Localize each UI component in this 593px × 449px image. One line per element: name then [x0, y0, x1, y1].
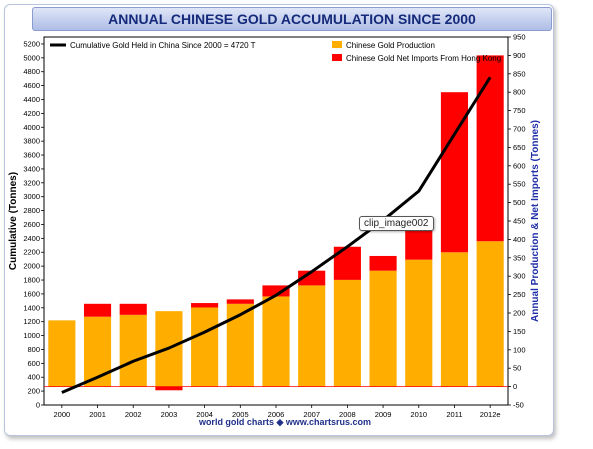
production-bar [48, 320, 76, 387]
y-tick-label: 2600 [23, 220, 40, 229]
legend-swatch-imports [332, 54, 342, 61]
production-bar [119, 314, 147, 387]
legend-label-production: Chinese Gold Production [346, 41, 435, 50]
production-bar [405, 259, 433, 387]
y-tick-label: 3200 [23, 178, 40, 187]
x-tick-label: 2005 [232, 410, 249, 419]
y2-tick-label: 650 [513, 143, 526, 152]
imports-bar [476, 55, 504, 242]
y-tick-label: 4800 [23, 67, 40, 76]
legend-swatch-production [332, 41, 342, 48]
y2-tick-label: 50 [513, 364, 521, 373]
y-tick-label: 4600 [23, 81, 40, 90]
y-tick-label: 5000 [23, 53, 40, 62]
chart-credit: world gold charts ◆ www.chartsrus.com [198, 417, 372, 427]
legend-label-cumulative: Cumulative Gold Held in China Since 2000… [70, 41, 256, 50]
imports-bar [83, 303, 112, 317]
x-tick-label: 2011 [446, 410, 462, 419]
y2-tick-label: 950 [513, 33, 526, 42]
imports-bar [226, 299, 254, 304]
y-tick-label: 3400 [23, 164, 40, 173]
y-tick-label: 2200 [23, 248, 40, 257]
legend-label-imports: Chinese Gold Net Imports From Hong Kong [346, 54, 501, 63]
imports-bar [119, 303, 147, 315]
y2-tick-label: -50 [513, 401, 524, 410]
y-tick-label: 1200 [23, 317, 40, 326]
x-tick-label: 2012e [480, 410, 501, 419]
x-tick-label: 2002 [125, 410, 142, 419]
x-tick-label: 2008 [339, 410, 356, 419]
y2-tick-label: 250 [513, 290, 526, 299]
x-tick-label: 2000 [54, 410, 71, 419]
y-axis-label: Cumulative (Tonnes) [8, 172, 19, 270]
production-bar [440, 252, 469, 387]
y-tick-label: 1000 [23, 331, 40, 340]
y2-tick-label: 300 [513, 272, 526, 281]
y2-tick-label: 750 [513, 106, 526, 115]
y2-tick-label: 500 [513, 198, 526, 207]
y-tick-label: 0 [36, 401, 40, 410]
y2-axis-label: Annual Production & Net Imports (Tonnes) [530, 120, 541, 322]
imports-bar [262, 285, 290, 297]
x-tick-label: 2003 [161, 410, 178, 419]
y2-tick-label: 900 [513, 51, 526, 60]
y-tick-label: 600 [27, 359, 40, 368]
y-tick-label: 800 [27, 345, 40, 354]
y2-tick-label: 600 [513, 161, 526, 170]
y2-tick-label: 100 [513, 345, 526, 354]
y-tick-label: 3000 [23, 192, 40, 201]
y-tick-label: 4400 [23, 95, 40, 104]
production-bar [83, 316, 112, 387]
imports-bar [440, 92, 469, 253]
y-tick-label: 400 [27, 373, 40, 382]
y-tick-label: 1600 [23, 289, 40, 298]
y-tick-label: 5200 [23, 39, 40, 48]
y-tick-label: 3600 [23, 151, 40, 160]
y2-tick-label: 0 [513, 382, 517, 391]
production-bar [191, 307, 219, 387]
y2-tick-label: 400 [513, 235, 526, 244]
image-callout-label: clip_image002 [359, 216, 434, 231]
x-tick-label: 2001 [89, 410, 106, 419]
imports-bar [191, 303, 219, 308]
imports-bar [298, 270, 326, 286]
y-tick-label: 2400 [23, 234, 40, 243]
y2-tick-label: 800 [513, 88, 526, 97]
production-bar [262, 296, 290, 387]
y2-tick-label: 350 [513, 253, 526, 262]
x-tick-label: 2007 [303, 410, 320, 419]
cumulative-line [61, 76, 492, 394]
imports-bar [369, 255, 397, 271]
y2-tick-label: 550 [513, 180, 526, 189]
imports-bar [155, 386, 183, 391]
x-tick-label: 2010 [410, 410, 427, 419]
y2-tick-label: 200 [513, 309, 526, 318]
y2-tick-label: 700 [513, 125, 526, 134]
y2-tick-label: 850 [513, 69, 526, 78]
production-bar [476, 241, 504, 387]
y-tick-label: 3800 [23, 137, 40, 146]
y-tick-label: 1800 [23, 276, 40, 285]
y2-tick-label: 150 [513, 327, 526, 336]
chart-title: ANNUAL CHINESE GOLD ACCUMULATION SINCE 2… [32, 7, 552, 31]
y-tick-label: 1400 [23, 303, 40, 312]
production-bar [369, 270, 397, 387]
y-tick-label: 4200 [23, 109, 40, 118]
y-tick-label: 4000 [23, 123, 40, 132]
production-bar [298, 285, 326, 387]
x-tick-label: 2004 [196, 410, 213, 419]
y2-tick-label: 450 [513, 217, 526, 226]
x-tick-label: 2009 [375, 410, 392, 419]
production-bar [333, 279, 361, 387]
y-tick-label: 200 [27, 387, 40, 396]
y-tick-label: 2800 [23, 206, 40, 215]
x-tick-label: 2006 [268, 410, 285, 419]
y-tick-label: 2000 [23, 262, 40, 271]
